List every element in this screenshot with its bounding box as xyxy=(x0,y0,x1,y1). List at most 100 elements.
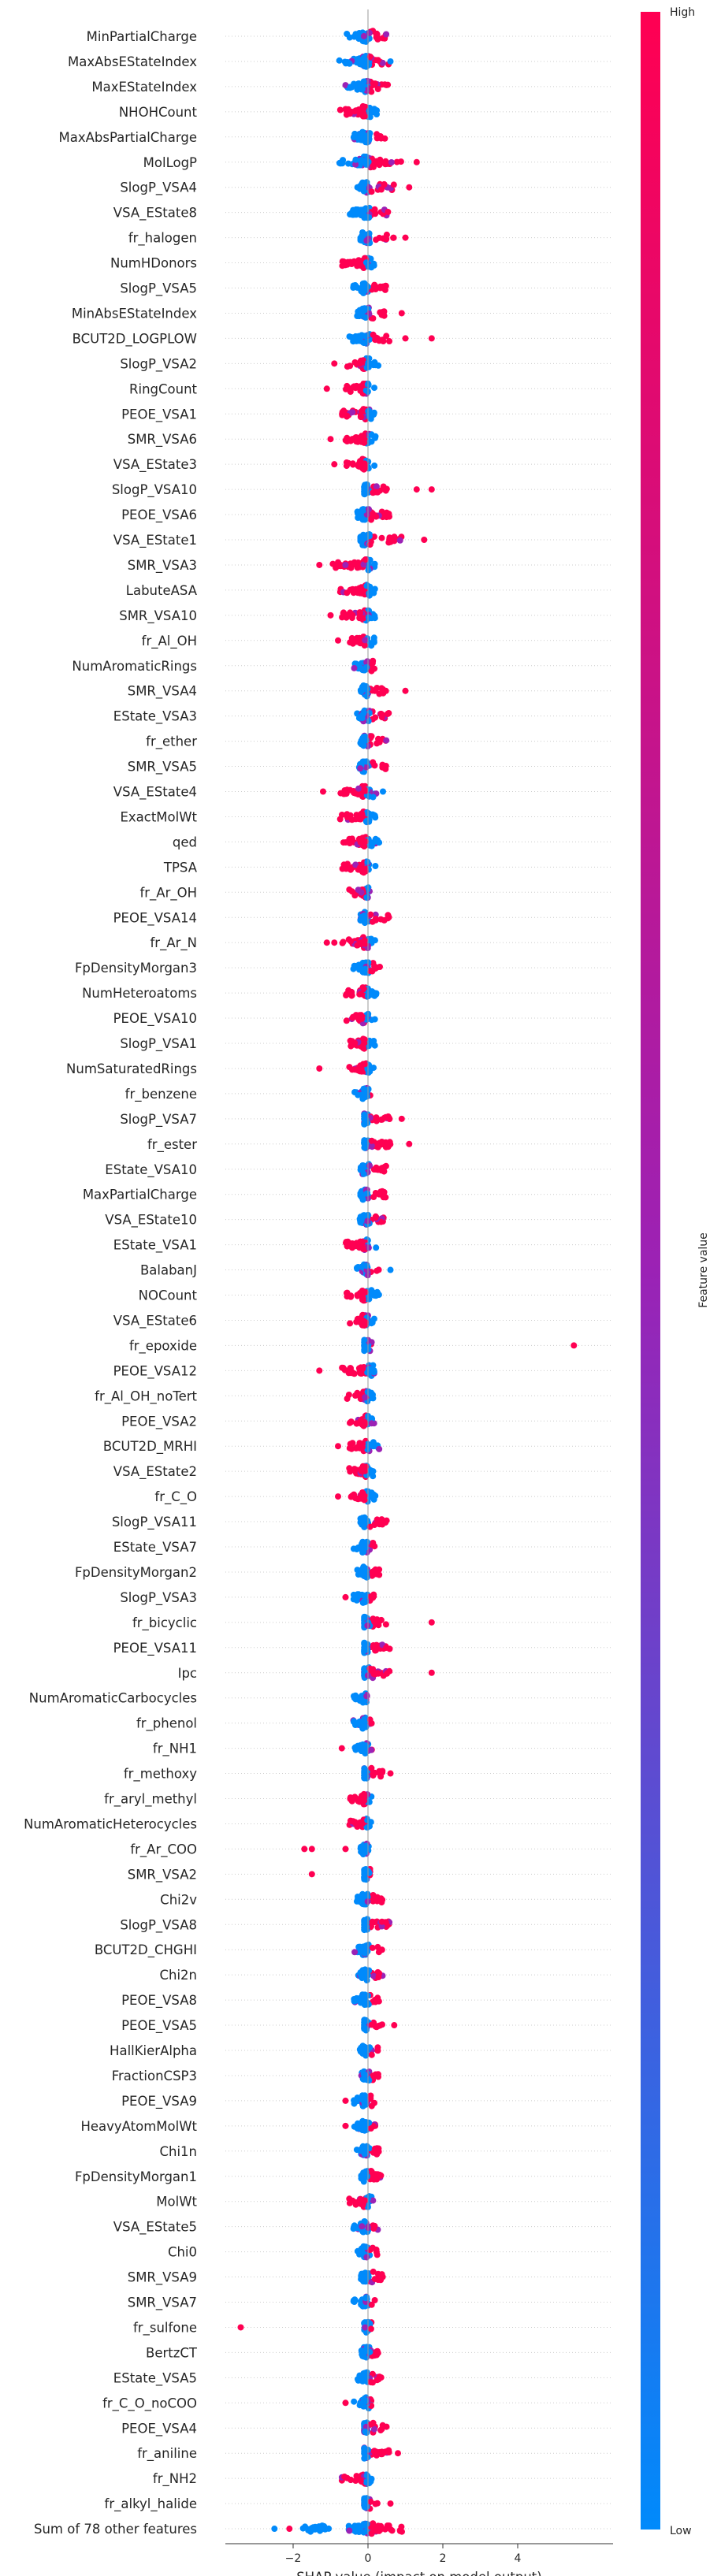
shap-point xyxy=(378,1923,385,1930)
shap-point xyxy=(366,1523,374,1530)
feature-label: Chi0 xyxy=(168,2245,197,2260)
shap-point xyxy=(347,639,354,646)
feature-label: fr_Ar_N xyxy=(150,935,197,951)
shap-point xyxy=(347,564,355,571)
feature-label: MinPartialCharge xyxy=(87,29,197,44)
feature-label: fr_NH1 xyxy=(153,1741,197,1757)
shap-outlier-point xyxy=(331,939,338,946)
shap-outlier-point xyxy=(316,1065,323,1072)
shap-point xyxy=(351,1694,358,1701)
shap-point xyxy=(348,988,355,995)
shap-point xyxy=(368,733,375,740)
shap-point xyxy=(351,1949,359,1956)
shap-point xyxy=(371,385,377,392)
shap-point xyxy=(345,2522,352,2530)
shap-point xyxy=(361,280,368,287)
shap-point xyxy=(356,261,363,268)
shap-point xyxy=(381,486,388,493)
shap-point xyxy=(370,1194,377,1200)
feature-label: fr_aryl_methyl xyxy=(104,1792,197,1808)
shap-point xyxy=(351,1998,358,2005)
shap-point xyxy=(379,764,386,771)
shap-point xyxy=(371,2099,377,2106)
shap-point xyxy=(359,1795,366,1802)
shap-point xyxy=(371,585,378,593)
shap-point xyxy=(373,513,380,520)
shap-point xyxy=(359,55,366,62)
shap-point xyxy=(347,938,355,945)
shap-outlier-point xyxy=(428,1619,435,1626)
feature-label: Chi1n xyxy=(159,2144,197,2159)
feature-label: fr_C_O xyxy=(154,1489,197,1505)
shap-point xyxy=(340,939,347,946)
shap-outlier-point xyxy=(413,486,420,493)
shap-point xyxy=(359,1091,366,1098)
shap-point xyxy=(362,1544,369,1551)
feature-label: PEOE_VSA10 xyxy=(113,1011,197,1027)
shap-point xyxy=(364,1824,371,1831)
shap-point xyxy=(354,1821,360,1828)
shap-point xyxy=(367,2125,374,2132)
shap-point xyxy=(371,359,378,366)
shap-point xyxy=(353,1546,360,1552)
shap-point xyxy=(345,1367,352,1374)
feature-label: VSA_EState2 xyxy=(113,1464,197,1480)
shap-point xyxy=(362,2017,369,2024)
shap-point xyxy=(373,1114,380,1121)
shap-point xyxy=(365,2001,372,2008)
shap-point xyxy=(352,2525,359,2532)
shap-outlier-point xyxy=(421,537,428,543)
shap-point xyxy=(374,86,381,92)
shap-point xyxy=(363,2472,370,2479)
shap-point xyxy=(343,1017,350,1024)
shap-point xyxy=(358,688,365,695)
feature-label: ExactMolWt xyxy=(120,809,197,824)
shap-point xyxy=(362,818,370,825)
shap-point xyxy=(355,2377,362,2384)
shap-point xyxy=(366,506,372,513)
shap-point xyxy=(368,188,375,195)
shap-point xyxy=(362,136,369,143)
shap-point xyxy=(348,1445,355,1452)
shap-point xyxy=(361,1496,368,1504)
feature-label: fr_benzene xyxy=(125,1087,197,1102)
shap-point xyxy=(359,1321,366,1329)
shap-point xyxy=(369,1918,376,1925)
shap-point xyxy=(362,637,369,644)
shap-point xyxy=(356,2402,363,2409)
shap-point xyxy=(362,965,369,972)
shap-outlier-point xyxy=(387,2500,394,2507)
feature-label: NOCount xyxy=(139,1288,198,1303)
feature-label: MolWt xyxy=(156,2195,197,2210)
shap-point xyxy=(357,383,364,390)
shap-point xyxy=(359,1245,366,1252)
shap-point xyxy=(363,758,370,765)
shap-point xyxy=(363,582,370,589)
shap-point xyxy=(353,2473,360,2480)
shap-point xyxy=(345,160,351,167)
feature-label: HallKierAlpha xyxy=(110,2043,197,2058)
shap-point xyxy=(360,561,367,568)
shap-outlier-point xyxy=(320,788,326,795)
shap-point xyxy=(386,534,393,541)
shap-point xyxy=(344,413,351,420)
shap-outlier-point xyxy=(331,461,338,468)
shap-point xyxy=(368,431,375,438)
shap-point xyxy=(368,2530,375,2537)
feature-label: NumAromaticRings xyxy=(72,659,197,674)
shap-point xyxy=(360,32,367,39)
shap-point xyxy=(359,2223,366,2230)
feature-label: fr_Ar_COO xyxy=(130,1842,197,1857)
shap-point xyxy=(335,559,341,566)
shap-point xyxy=(362,2502,369,2509)
shap-point xyxy=(359,812,366,818)
shap-point xyxy=(360,1085,367,1092)
shap-point xyxy=(383,2423,390,2430)
shap-point xyxy=(382,2448,389,2455)
feature-label: PEOE_VSA8 xyxy=(121,1993,197,2009)
shap-point xyxy=(368,1764,375,1771)
feature-label: NumAromaticCarbocycles xyxy=(29,1691,197,1706)
shap-outlier-point xyxy=(342,1593,349,1600)
shap-point xyxy=(351,1466,358,1473)
feature-label: fr_methoxy xyxy=(124,1767,197,1782)
